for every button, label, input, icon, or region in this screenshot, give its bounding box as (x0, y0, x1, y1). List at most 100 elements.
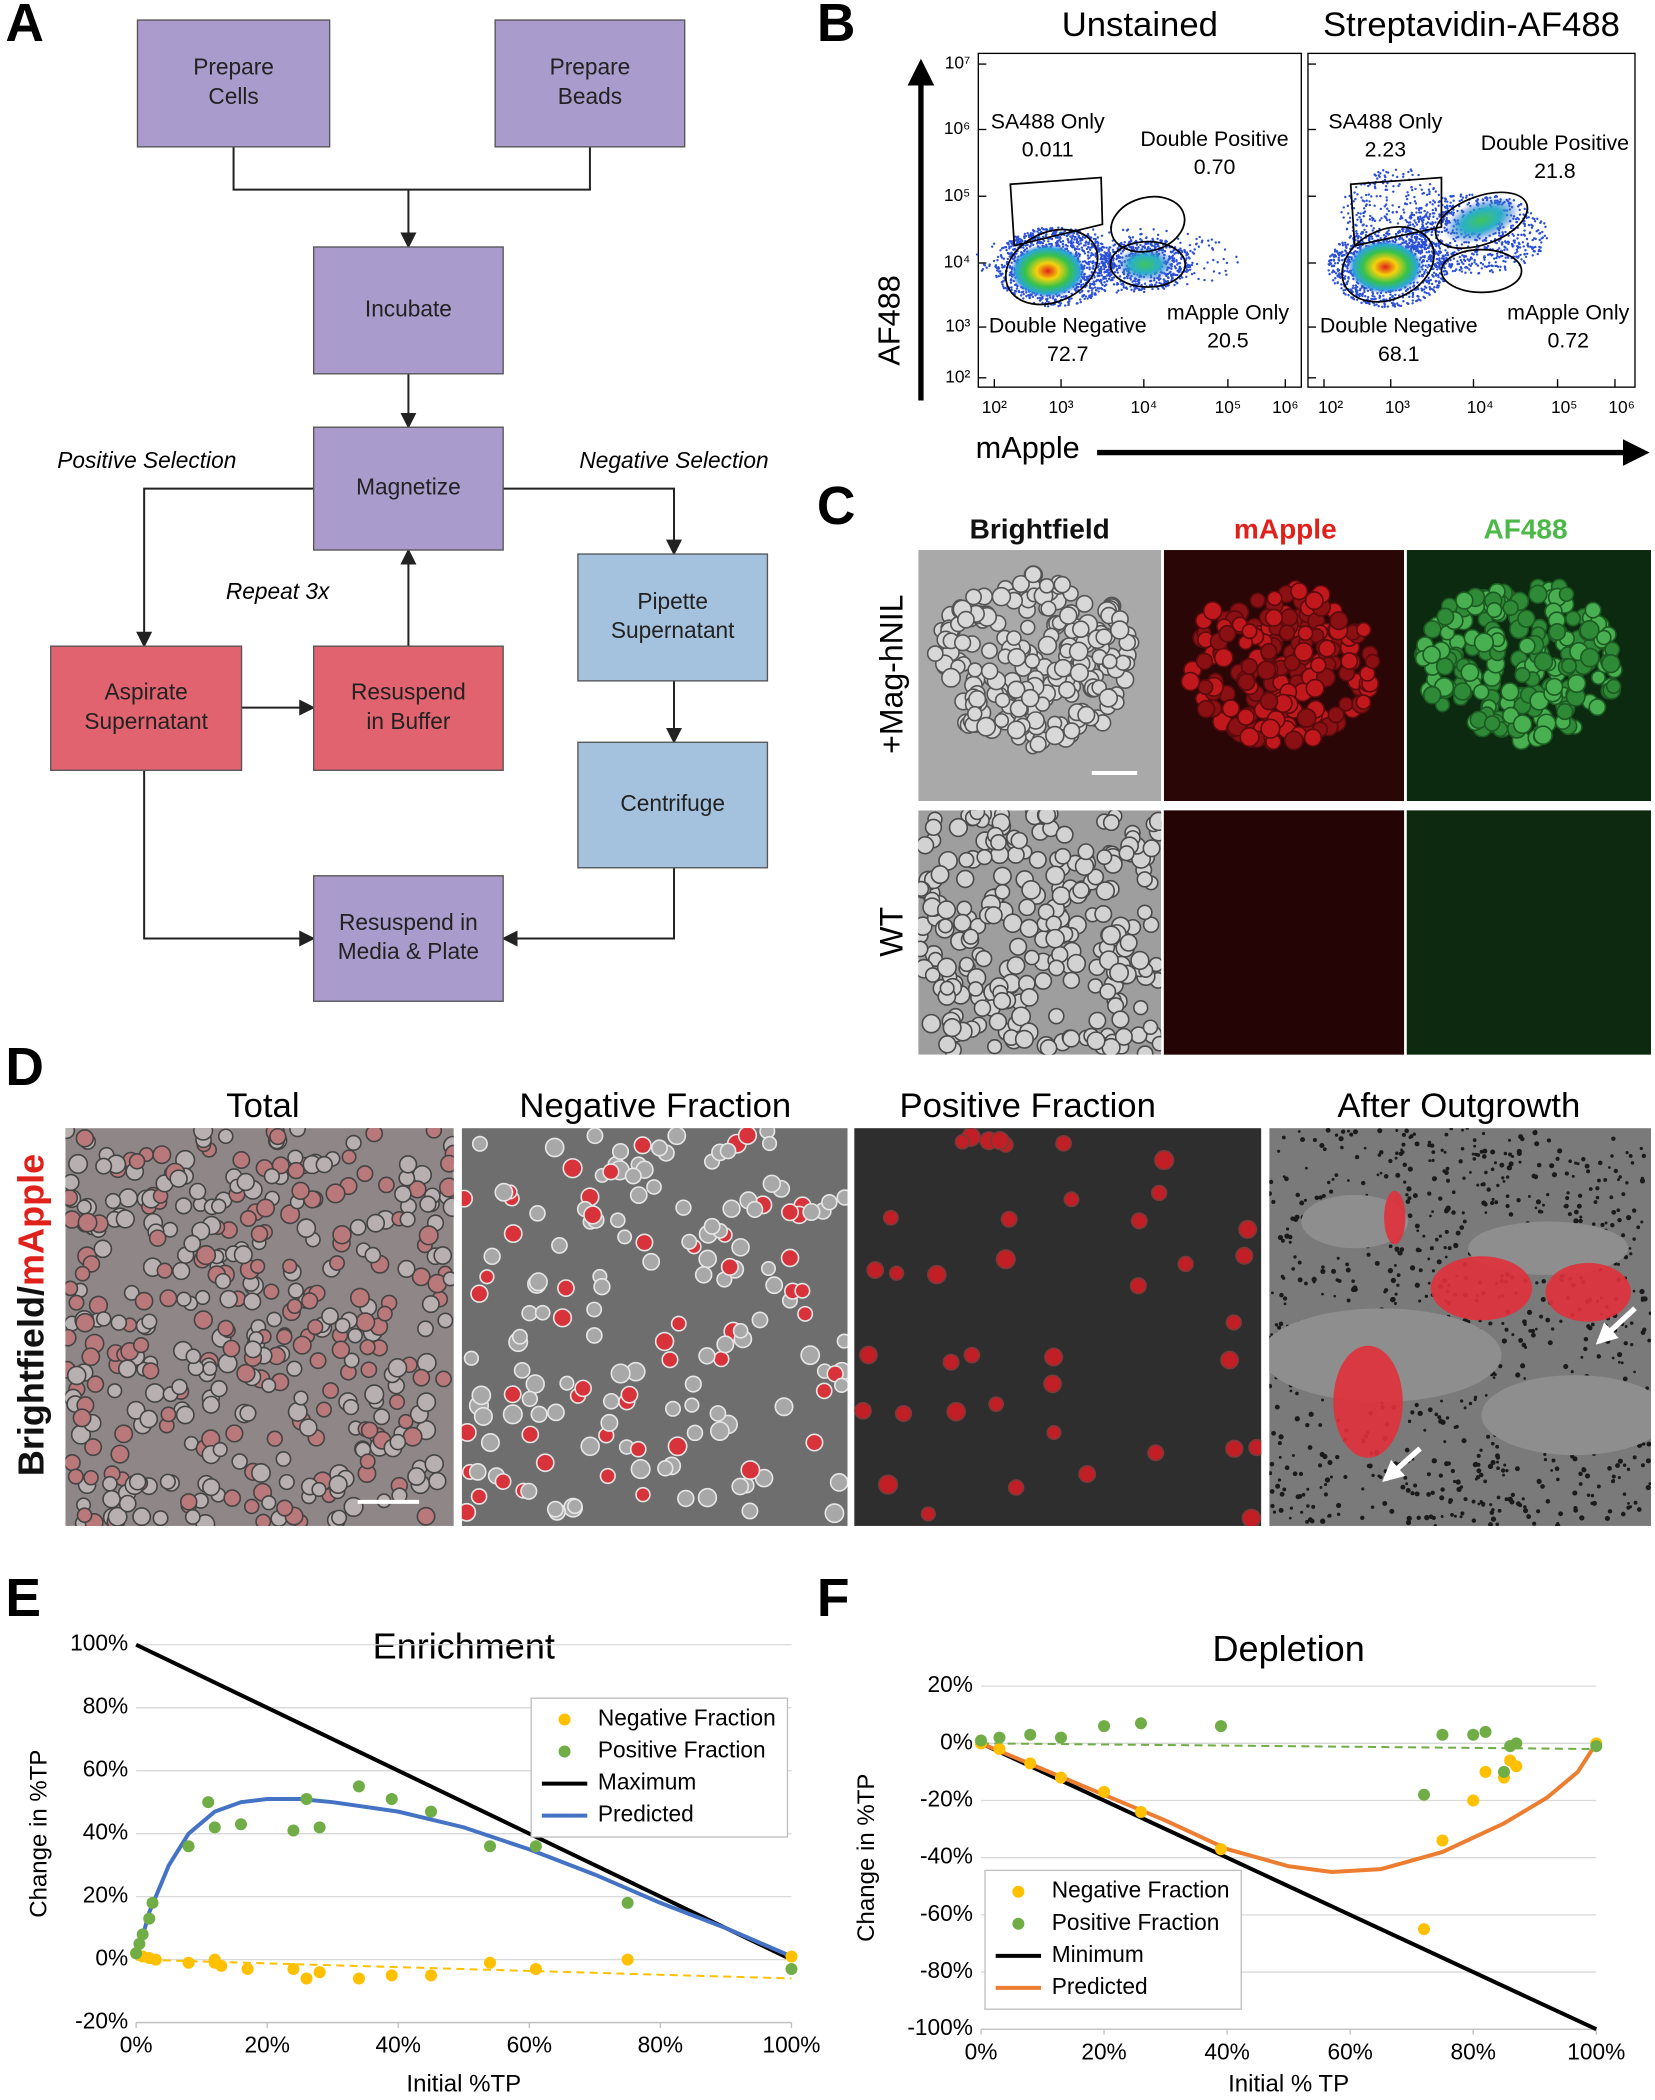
event-dot (1402, 176, 1404, 178)
event-dot (1178, 271, 1180, 273)
event-dot (1433, 289, 1435, 291)
event-dot (1358, 295, 1360, 297)
event-dot (1152, 228, 1154, 230)
event-dot (1105, 246, 1107, 248)
event-dot (1342, 289, 1344, 291)
event-dot (1406, 203, 1408, 205)
cell (959, 853, 973, 867)
cell (1021, 620, 1035, 634)
event-dot (1077, 236, 1079, 238)
event-dot (1421, 275, 1423, 277)
event-dot (1130, 239, 1132, 241)
event-dot (1536, 218, 1538, 220)
event-dot (1421, 189, 1423, 191)
event-dot (1153, 245, 1155, 247)
event-dot (1481, 267, 1483, 269)
row-label: WT (874, 907, 910, 957)
event-dot (1417, 295, 1419, 297)
event-dot (1495, 261, 1497, 263)
event-dot (1534, 220, 1536, 222)
event-dot (1373, 304, 1375, 306)
event-dot (1031, 233, 1033, 235)
cell (1298, 626, 1312, 640)
cell (1071, 664, 1089, 682)
event-dot (1172, 254, 1174, 256)
column-header: AF488 (1483, 514, 1567, 545)
event-dot (1350, 288, 1352, 290)
event-dot (1078, 248, 1080, 250)
cell (440, 1178, 459, 1197)
event-dot (1194, 248, 1196, 250)
cell (970, 805, 984, 819)
event-dot (1373, 227, 1375, 229)
event-dot (1358, 216, 1360, 218)
event-dot (1508, 241, 1510, 243)
event-dot (1374, 233, 1376, 235)
event-dot (1332, 265, 1334, 267)
event-dot (1488, 265, 1490, 267)
event-dot (1108, 278, 1110, 280)
event-dot (1090, 287, 1092, 289)
event-dot (1392, 174, 1394, 176)
event-dot (1122, 284, 1124, 286)
event-dot (1424, 243, 1426, 245)
event-dot (1531, 239, 1533, 241)
event-dot (1375, 303, 1377, 305)
event-dot (1416, 281, 1418, 283)
event-dot (1062, 240, 1064, 242)
cell (241, 1211, 256, 1226)
event-dot (1438, 257, 1440, 259)
event-dot (1418, 221, 1420, 223)
cell (1112, 1011, 1129, 1028)
event-dot (1426, 211, 1428, 213)
cell (1602, 655, 1620, 673)
event-dot (1344, 242, 1346, 244)
event-dot (1100, 254, 1102, 256)
cell (108, 1384, 122, 1398)
event-dot (1368, 200, 1370, 202)
cell (1010, 938, 1027, 955)
event-dot (1203, 279, 1205, 281)
event-dot (1108, 265, 1110, 267)
event-dot (1411, 189, 1413, 191)
event-dot (1076, 241, 1078, 243)
cell (289, 1403, 307, 1421)
event-dot (1109, 275, 1111, 277)
event-dot (1022, 297, 1024, 299)
event-dot (1097, 242, 1099, 244)
event-dot (1039, 241, 1041, 243)
event-dot (1407, 194, 1409, 196)
cell (990, 1013, 1007, 1030)
cell (1030, 852, 1046, 868)
cell (1215, 649, 1233, 667)
event-dot (1443, 273, 1445, 275)
event-dot (1039, 299, 1041, 301)
cell (1568, 675, 1585, 692)
cell (294, 1391, 308, 1405)
event-dot (1211, 238, 1213, 240)
event-dot (1372, 229, 1374, 231)
event-dot (1094, 292, 1096, 294)
event-dot (998, 275, 1000, 277)
event-dot (1434, 280, 1436, 282)
event-dot (1420, 240, 1422, 242)
event-dot (1439, 247, 1441, 249)
event-dot (1480, 262, 1482, 264)
gate-name: mApple Only (1167, 300, 1289, 324)
event-dot (1488, 262, 1490, 264)
event-dot (1072, 241, 1074, 243)
event-dot (1427, 292, 1429, 294)
event-dot (1394, 305, 1396, 307)
event-dot (1163, 280, 1165, 282)
event-dot (1067, 241, 1069, 243)
event-dot (999, 249, 1001, 251)
event-dot (1377, 305, 1379, 307)
cell (1557, 704, 1572, 719)
event-dot (1367, 185, 1369, 187)
event-dot (1340, 287, 1342, 289)
event-dot (1112, 249, 1114, 251)
event-dot (1333, 259, 1335, 261)
event-dot (1038, 229, 1040, 231)
event-dot (1104, 259, 1106, 261)
event-dot (1181, 276, 1183, 278)
